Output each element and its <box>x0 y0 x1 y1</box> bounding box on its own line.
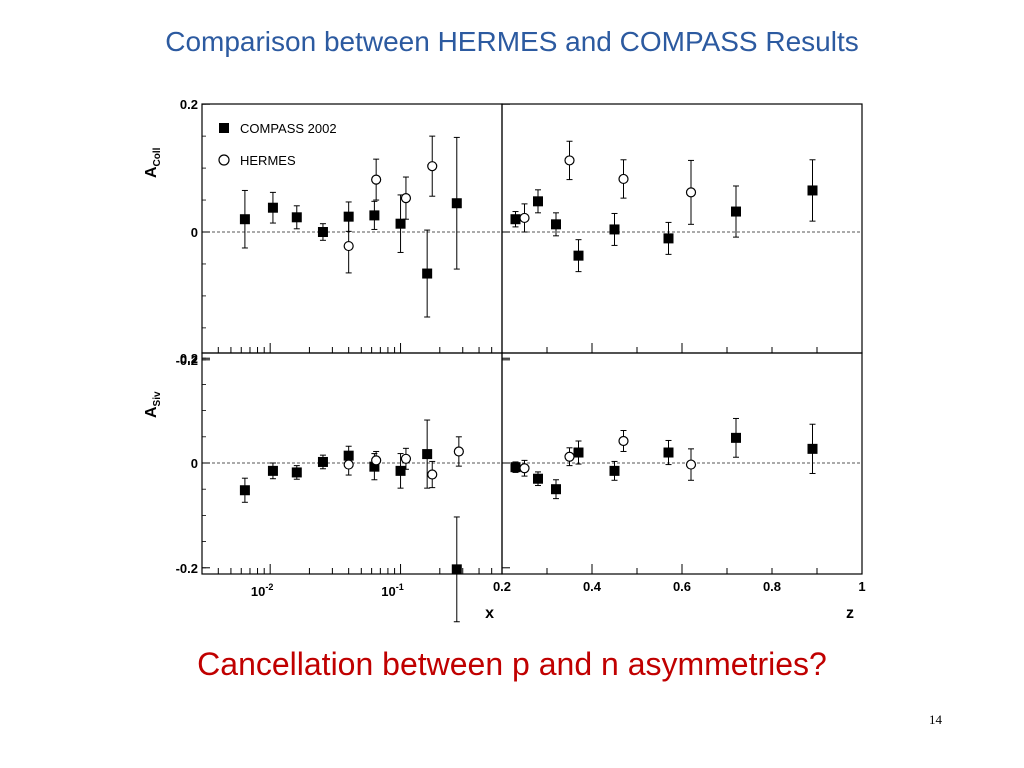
compass-point <box>510 462 521 473</box>
compass-point <box>422 268 433 279</box>
compass-point <box>573 250 584 261</box>
y-tick-label: -0.2 <box>176 353 198 368</box>
compass-point <box>291 212 302 223</box>
x-tick-base: 10 <box>251 584 265 599</box>
hermes-point <box>371 455 382 466</box>
x-axis-label: z <box>846 605 854 622</box>
compass-point <box>451 564 462 575</box>
compass-point <box>239 485 250 496</box>
y-tick-label: 0.2 <box>180 351 198 366</box>
slide-title: Comparison between HERMES and COMPASS Re… <box>165 26 859 57</box>
compass-point <box>663 233 674 244</box>
compass-point <box>239 214 250 225</box>
y-tick-label: 0 <box>191 225 198 240</box>
hermes-point <box>400 193 412 204</box>
x-axis-label: x <box>485 605 494 622</box>
compass-point <box>422 449 433 460</box>
panel-bottom-right: 0.2 0.4 0.6 0.8 1z <box>493 352 866 622</box>
hermes-point <box>685 459 697 470</box>
legend-label-hermes: HERMES <box>240 153 296 168</box>
hermes-point <box>371 174 382 185</box>
compass-point <box>551 219 561 230</box>
compass-point <box>510 214 521 225</box>
hermes-point <box>453 446 464 457</box>
compass-point <box>551 484 561 495</box>
compass-point <box>369 461 380 472</box>
compass-point <box>451 198 462 209</box>
legend-marker-compass <box>219 123 229 133</box>
legend-marker-hermes <box>218 154 230 166</box>
y-axis-label-main: A <box>143 406 160 418</box>
compass-point <box>533 196 543 207</box>
compass-point <box>609 465 620 476</box>
hermes-point <box>564 155 575 166</box>
compass-point <box>663 447 674 458</box>
hermes-point <box>685 187 697 198</box>
compass-point <box>573 447 584 458</box>
x-tick-base: 10 <box>381 584 395 599</box>
y-axis-label-sub: Coll <box>152 147 163 166</box>
x-tick-label: 0.2 <box>493 579 511 594</box>
compass-point <box>807 443 818 454</box>
hermes-point <box>618 435 629 447</box>
hermes-point <box>427 161 438 172</box>
y-tick-label: 0.2 <box>180 97 198 112</box>
compass-point <box>609 224 620 235</box>
panel-top-left: 0.2 0 -0.2 AColl COMPASS 2002 HERMES <box>143 97 503 368</box>
compass-point <box>731 206 741 217</box>
compass-point <box>395 218 406 229</box>
x-tick-exp: -1 <box>396 582 404 592</box>
compass-point <box>369 210 380 221</box>
y-tick-label: -0.2 <box>176 561 198 576</box>
y-axis-label-sub: Siv <box>152 391 163 406</box>
figure-background <box>148 97 868 624</box>
hermes-point <box>400 453 412 464</box>
compass-point <box>267 465 278 476</box>
compass-point <box>395 465 406 476</box>
y-axis-label: AColl <box>143 147 163 178</box>
compass-point <box>807 185 818 196</box>
x-tick-label: 10-1 <box>381 582 403 599</box>
hermes-point <box>519 212 530 224</box>
hermes-point <box>618 173 629 185</box>
compass-point <box>317 456 328 467</box>
slide-subtitle: Cancellation between p and n asymmetries… <box>197 646 827 682</box>
compass-point <box>343 211 354 222</box>
compass-point <box>533 473 543 484</box>
hermes-point <box>519 463 530 474</box>
y-tick-label: 0 <box>191 456 198 471</box>
compass-point <box>267 202 278 213</box>
hermes-point <box>343 459 354 470</box>
y-axis-label-main: A <box>143 166 160 178</box>
compass-point <box>291 467 302 478</box>
compass-point <box>731 432 741 443</box>
x-tick-exp: -2 <box>265 582 273 592</box>
hermes-point <box>427 469 438 480</box>
page-number: 14 <box>929 712 942 727</box>
legend-label-compass: COMPASS 2002 <box>240 121 337 136</box>
x-tick-label: 1 <box>858 579 865 594</box>
x-tick-label: 0.4 <box>583 579 602 594</box>
hermes-point <box>343 240 354 252</box>
compass-point <box>317 227 328 237</box>
y-axis-label: ASiv <box>143 391 163 418</box>
x-tick-label: 0.8 <box>763 579 781 594</box>
hermes-point <box>564 451 575 462</box>
x-tick-label: 10-2 <box>251 582 273 599</box>
x-tick-label: 0.6 <box>673 579 691 594</box>
